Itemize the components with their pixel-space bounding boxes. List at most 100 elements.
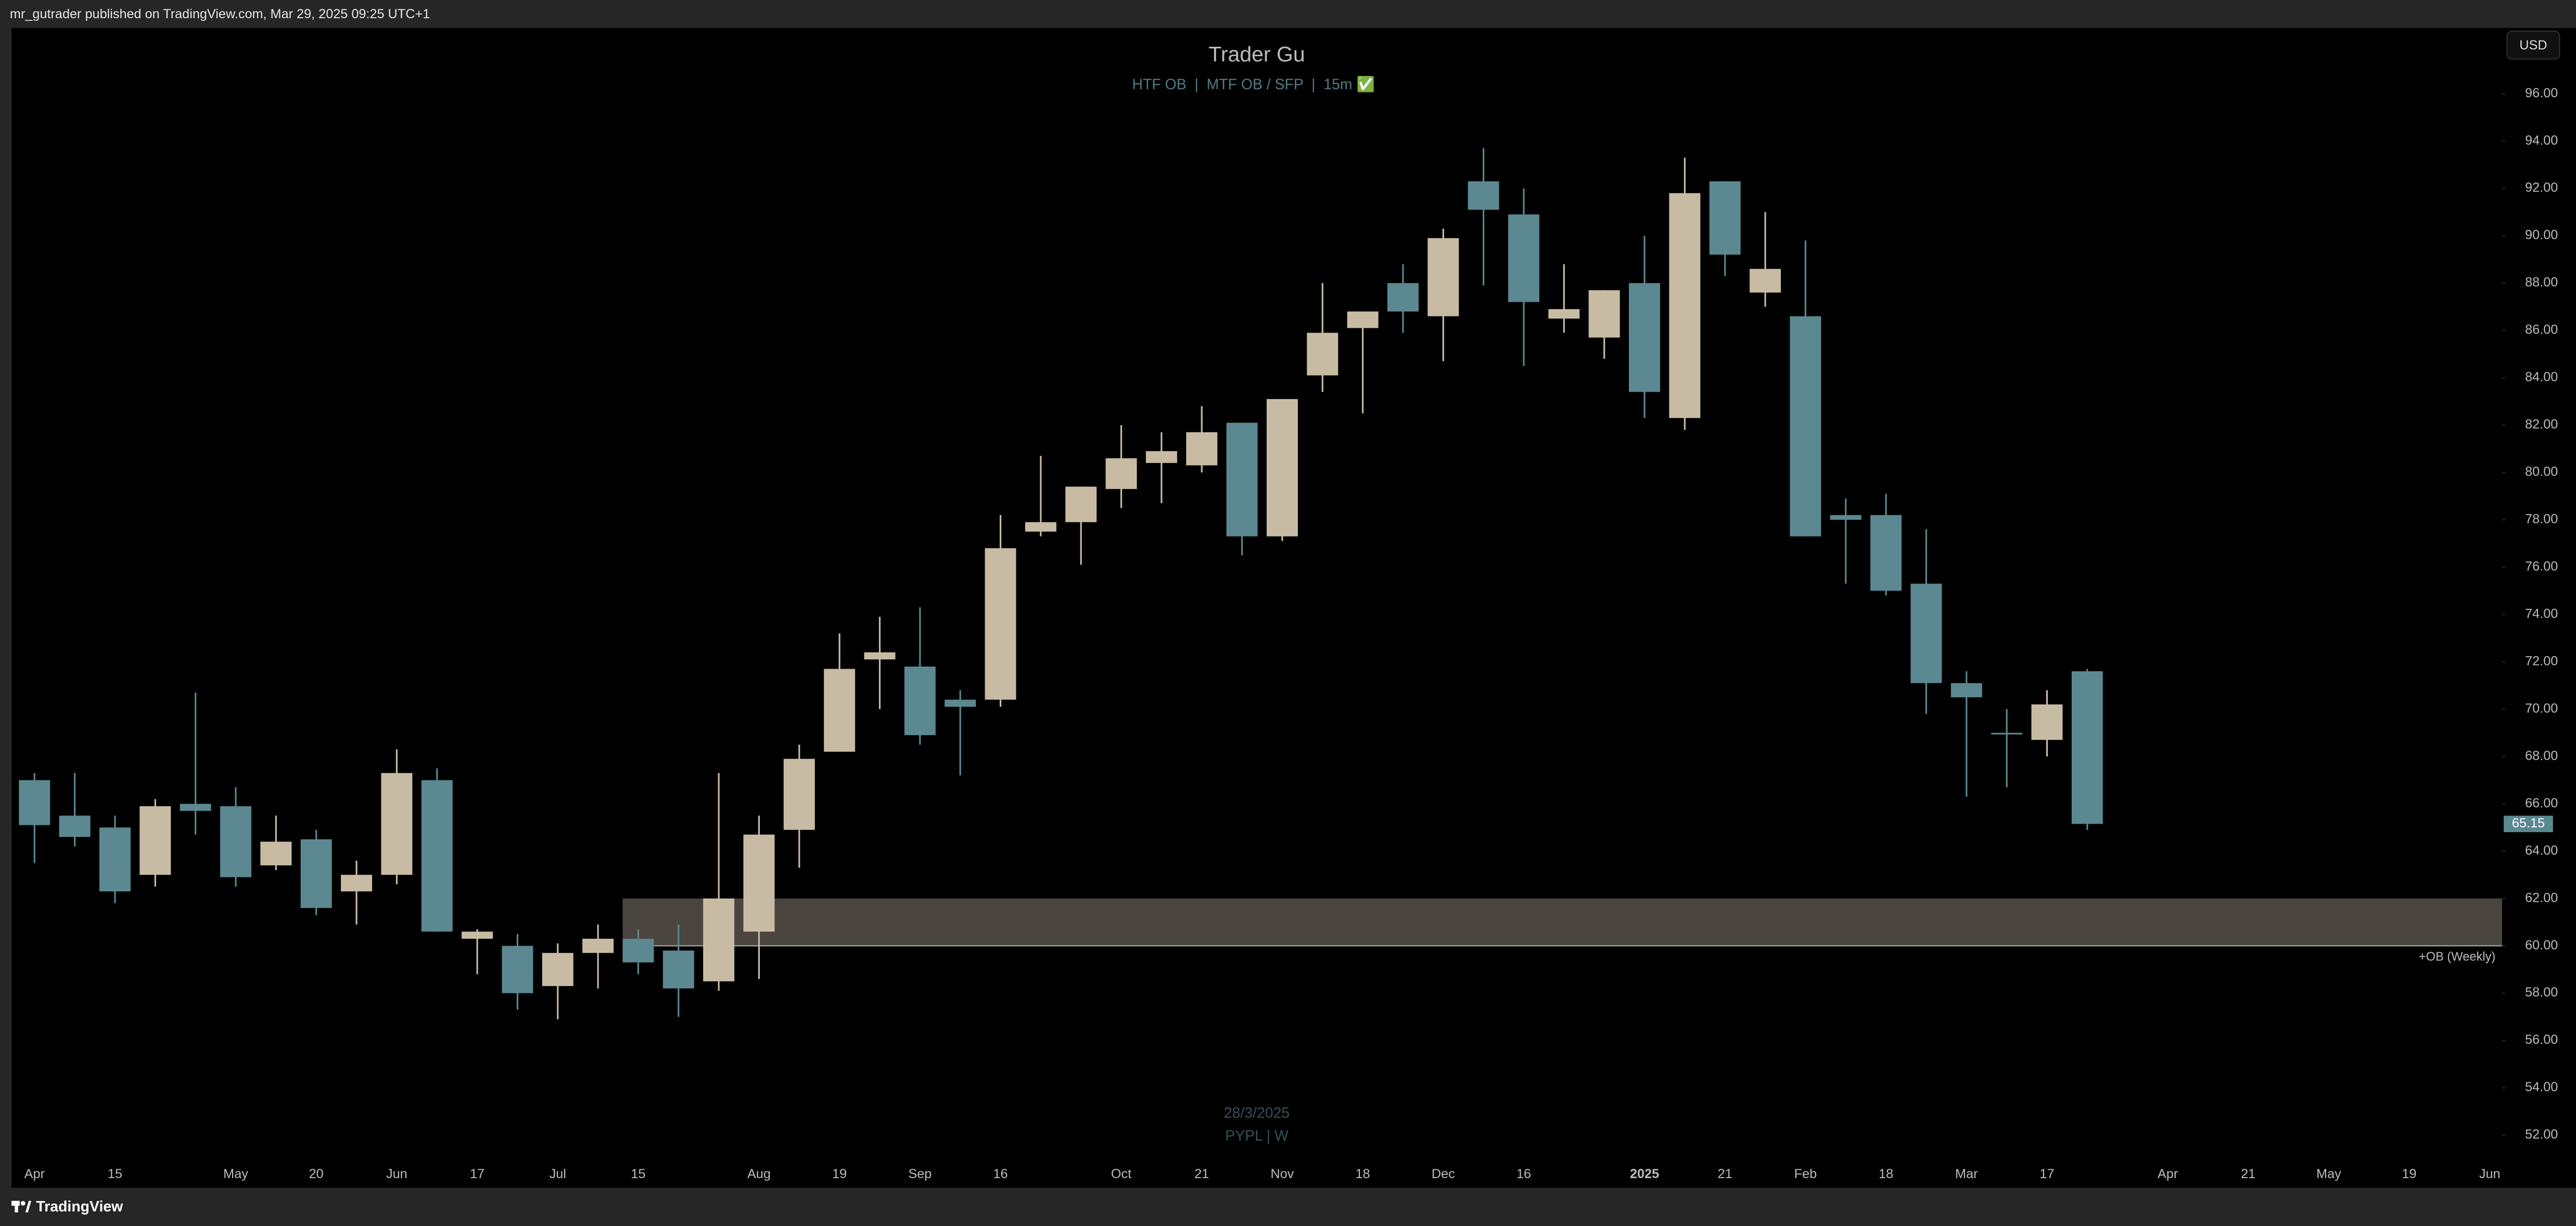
candle-body	[1548, 309, 1580, 319]
candle-body	[381, 773, 413, 875]
candle-body	[703, 898, 735, 981]
candle-body	[421, 780, 453, 932]
x-tick-label: 18	[1356, 1167, 1370, 1181]
x-tick-label: 19	[2402, 1167, 2417, 1181]
candle-body	[462, 931, 493, 939]
candle-body	[783, 759, 815, 830]
y-tick-label: 96.00	[2525, 86, 2558, 100]
y-tick-label: 88.00	[2525, 275, 2558, 290]
candle-body	[1750, 269, 1781, 293]
candle-body	[904, 666, 936, 735]
x-tick-label: 21	[2241, 1167, 2255, 1181]
candle-body	[622, 938, 654, 963]
candle-body	[2071, 671, 2103, 824]
candle-body	[139, 806, 171, 875]
y-tick-label: 84.00	[2525, 370, 2558, 385]
candle-body	[300, 839, 332, 908]
candle-body	[2031, 704, 2063, 740]
order-block-zone	[622, 898, 2502, 946]
y-tick-label: 54.00	[2525, 1080, 2558, 1094]
x-tick-label: May	[223, 1167, 248, 1181]
candle-body	[1387, 283, 1419, 312]
candle-body	[1145, 451, 1177, 463]
x-tick-label: 15	[631, 1167, 645, 1181]
watermark-symbol: PYPL | W	[1225, 1128, 1289, 1144]
candle-body	[945, 699, 976, 707]
candle-body	[1468, 181, 1499, 210]
candle-body	[1950, 683, 1982, 698]
logo-part	[25, 1201, 31, 1212]
y-tick-label: 56.00	[2525, 1032, 2558, 1047]
y-tick-label: 76.00	[2525, 559, 2558, 574]
candle-body	[1790, 316, 1821, 537]
x-tick-label: 21	[1718, 1167, 1732, 1181]
y-tick-label: 72.00	[2525, 654, 2558, 668]
tv-logo	[11, 1201, 31, 1212]
x-tick-label: Apr	[2158, 1167, 2178, 1181]
y-tick-label: 70.00	[2525, 701, 2558, 716]
candle-body	[502, 946, 533, 993]
x-tick-label: 15	[108, 1167, 122, 1181]
candle-body	[1508, 214, 1540, 302]
x-tick-label: Dec	[1432, 1167, 1455, 1181]
candle-body	[582, 938, 614, 953]
chart-area	[11, 28, 2576, 1188]
y-tick-label: 92.00	[2525, 181, 2558, 195]
x-tick-label: Sep	[908, 1167, 932, 1181]
y-tick-label: 86.00	[2525, 323, 2558, 337]
y-tick-label: 64.00	[2525, 843, 2558, 858]
x-tick-label: Apr	[24, 1167, 45, 1181]
y-tick-label: 52.00	[2525, 1127, 2558, 1142]
candle-body	[864, 652, 896, 660]
chart-subtitle: HTF OB | MTF OB / SFP | 15m ✅	[1132, 76, 1375, 93]
currency-label[interactable]: USD	[2519, 38, 2547, 53]
x-tick-label: Mar	[1955, 1167, 1978, 1181]
candle-body	[1669, 193, 1701, 418]
chart-title: Trader Gu	[1208, 42, 1305, 66]
order-block-label: +OB (Weekly)	[2419, 950, 2495, 964]
candle-body	[220, 806, 252, 877]
currency-button[interactable]	[2506, 31, 2560, 60]
x-tick-label: May	[2316, 1167, 2341, 1181]
candle-body	[743, 834, 775, 932]
candle-body	[1427, 238, 1459, 316]
x-tick-label: Aug	[747, 1167, 771, 1181]
candle-body	[19, 780, 50, 825]
y-tick-label: 80.00	[2525, 465, 2558, 479]
x-tick-label: Jun	[2479, 1167, 2501, 1181]
candle-body	[59, 815, 91, 837]
x-tick-label: 18	[1879, 1167, 1893, 1181]
logo-part	[15, 1201, 18, 1212]
candle-body	[1588, 290, 1620, 338]
candle-body	[1025, 522, 1056, 532]
candle-body	[985, 548, 1016, 700]
y-tick-label: 62.00	[2525, 890, 2558, 905]
candle-body	[1629, 283, 1661, 392]
x-tick-label: 17	[470, 1167, 484, 1181]
candle-body	[99, 827, 131, 891]
x-tick-label: 21	[1194, 1167, 1209, 1181]
x-tick-label: 16	[1516, 1167, 1531, 1181]
y-tick-label: 58.00	[2525, 985, 2558, 1000]
x-tick-label: 2025	[1630, 1167, 1659, 1181]
y-tick-label: 60.00	[2525, 938, 2558, 952]
y-tick-label: 68.00	[2525, 748, 2558, 763]
y-tick-label: 82.00	[2525, 417, 2558, 432]
candle-body	[662, 950, 694, 989]
candle-body	[1870, 515, 1902, 591]
y-tick-label: 74.00	[2525, 606, 2558, 621]
candle-body	[1226, 423, 1258, 537]
footer-brand[interactable]: TradingView	[36, 1198, 123, 1215]
x-tick-label: 19	[832, 1167, 847, 1181]
candle-body	[1347, 311, 1379, 328]
candle-body	[542, 953, 573, 986]
y-tick-label: 90.00	[2525, 228, 2558, 242]
last-price-label: 65.15	[2512, 816, 2545, 831]
candle-body	[1186, 432, 1218, 466]
candle-body	[1709, 181, 1741, 255]
candle-body	[1266, 399, 1298, 537]
y-tick-label: 94.00	[2525, 133, 2558, 148]
x-tick-label: Jun	[386, 1167, 407, 1181]
